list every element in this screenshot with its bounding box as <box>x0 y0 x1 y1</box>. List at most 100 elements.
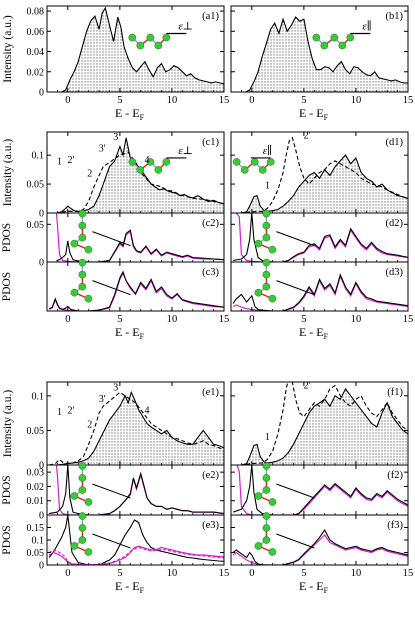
y-tick-label: 0 <box>39 88 44 99</box>
molecule-atom <box>346 33 355 42</box>
molecule-atom <box>268 498 277 506</box>
panel-label: (f2) <box>387 470 403 481</box>
series-line-1 <box>232 273 408 311</box>
x-tick-label: 5 <box>117 314 122 325</box>
panel-e1: 0 0.05 0.1 (e1) Intensity (a.u.) 1 2 2' 3 3' 4 <box>2 381 225 472</box>
panel-label: (b1) <box>386 11 404 22</box>
panel-frame <box>46 212 225 263</box>
y-tick-label: 0.1 <box>32 536 45 547</box>
molecule-atom <box>262 524 271 532</box>
molecule-atom <box>258 166 267 174</box>
pointer-arrow-icon <box>276 533 315 549</box>
y-axis-label: Intensity (a.u.) <box>2 390 14 458</box>
peak-annotation: 1 <box>265 181 270 192</box>
polarization-label: ε∥ <box>362 20 371 33</box>
y-tick-label: 0 <box>39 461 44 472</box>
molecule-atom <box>162 33 171 42</box>
y-tick-label: 0 <box>39 561 44 572</box>
y-tick-label: 0 <box>39 258 44 269</box>
series-line-1 <box>48 391 224 465</box>
series-line-1 <box>49 465 224 515</box>
molecule-atom <box>78 221 87 230</box>
panel-b1: 0 5 10 15 (b1) E - EF ε∥ <box>230 5 413 122</box>
peak-annotation: 3 <box>113 382 118 393</box>
pointer-arrow-icon <box>92 231 131 247</box>
x-tick-label: 10 <box>351 95 362 106</box>
molecule-atom <box>254 239 263 248</box>
panel-label: (a1) <box>202 11 219 22</box>
molecule-atom <box>146 158 155 166</box>
x-tick-label: 15 <box>219 95 230 106</box>
plot-area-b1 <box>233 16 408 92</box>
x-tick-label: 5 <box>301 95 306 106</box>
x-tick-label: 10 <box>167 95 178 106</box>
y-axis-label: PDOS <box>1 475 13 504</box>
x-tick-label: 5 <box>301 314 306 325</box>
series-fill <box>49 392 224 465</box>
molecule-atom <box>262 258 271 267</box>
x-tick-label: 15 <box>219 314 230 325</box>
molecule-atom <box>312 33 321 42</box>
x-axis-label: E - EF <box>299 106 329 122</box>
plot-area-e2 <box>49 465 224 515</box>
y-tick-label: 0.04 <box>27 47 45 58</box>
plot-area-f1 <box>233 382 408 465</box>
panel-d3: 0 5 10 15 (d3) E - EF <box>230 258 413 341</box>
panel-c3: 0 5 10 15 (c3) PDOS E - EF <box>1 258 230 341</box>
molecule-atom <box>78 524 87 532</box>
pointer-arrow-icon <box>276 280 315 296</box>
x-tick-label: 10 <box>351 314 362 325</box>
molecule-atom <box>262 536 271 544</box>
molecule-atom <box>84 294 93 303</box>
molecule-atom <box>78 282 87 291</box>
peak-annotation: 4 <box>144 155 149 166</box>
molecule-atom <box>240 166 249 174</box>
plot-area-a1 <box>49 6 224 92</box>
series-fill <box>49 8 224 92</box>
series-line-1 <box>232 465 408 515</box>
panel-label: (e3) <box>202 520 219 531</box>
panel-a1: 0 5 10 15 0 0.02 0.04 0.06 0.08 (a1) Intensity (a.… <box>2 5 230 122</box>
molecule-atom <box>70 492 79 500</box>
pointer-arrow-icon <box>276 483 315 499</box>
series-line-0 <box>232 534 408 565</box>
series-line-0 <box>235 213 408 262</box>
y-tick-label: 0.08 <box>27 7 45 18</box>
x-tick-label: 0 <box>65 568 70 579</box>
peak-annotation: 1 <box>57 407 62 418</box>
panel-label: (e2) <box>202 470 219 481</box>
plot-area-d3 <box>232 273 408 311</box>
x-tick-label: 10 <box>351 568 362 579</box>
x-tick-label: 10 <box>167 568 178 579</box>
molecule-atom <box>136 41 145 50</box>
x-tick-label: 5 <box>117 95 122 106</box>
molecule-atom <box>268 548 277 556</box>
molecule-atom <box>320 41 329 50</box>
molecule-atom <box>78 474 87 482</box>
peak-annotation: 2' <box>68 406 75 417</box>
y-tick-label: 0.15 <box>27 523 45 534</box>
molecule-atom <box>250 158 259 166</box>
series-line-0 <box>48 515 224 565</box>
molecule-atom <box>254 288 263 297</box>
y-axis-label: PDOS <box>1 272 13 301</box>
molecule-atom <box>146 33 155 42</box>
peak-annotation: 2 <box>87 420 92 431</box>
molecule-atom <box>78 233 87 242</box>
plot-area-f2 <box>232 465 408 515</box>
molecule-atom <box>232 158 241 166</box>
panel-frame <box>46 261 225 312</box>
panel-f3: 0 5 10 15 (f3) E - EF <box>230 512 414 595</box>
molecule-atom <box>268 294 277 303</box>
molecule-atom <box>128 33 137 42</box>
plot-area-e3 <box>48 515 224 565</box>
peak-annotation: 2 <box>87 169 92 180</box>
x-tick-label: 15 <box>403 568 414 579</box>
x-tick-label: 0 <box>249 314 254 325</box>
panel-e2: 0 0.01 0.02 0.03 (e2) PDOS <box>1 462 225 522</box>
pointer-arrow-icon <box>92 483 131 499</box>
series-line-2 <box>48 546 224 565</box>
molecule-atom <box>330 33 339 42</box>
polarization-label: ε∥ <box>263 144 272 157</box>
panel-frame <box>230 261 409 312</box>
